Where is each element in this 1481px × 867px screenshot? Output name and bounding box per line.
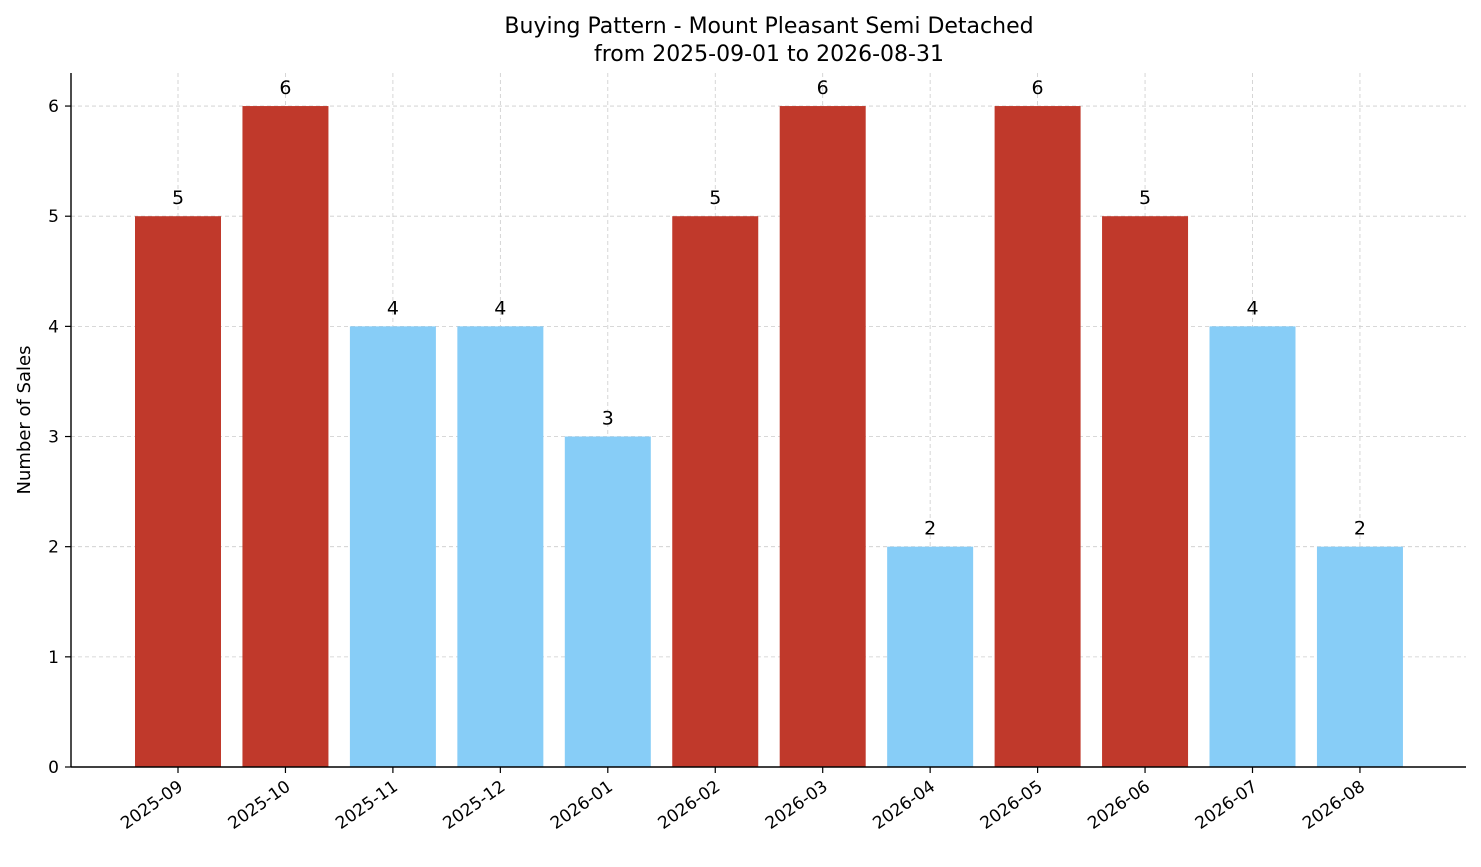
bar-value-label: 6 bbox=[1032, 77, 1044, 99]
x-tick-label: 2026-02 bbox=[654, 777, 724, 834]
x-tick-label: 2025-12 bbox=[440, 777, 510, 834]
bar-value-label: 2 bbox=[924, 518, 936, 540]
bar-2025-12 bbox=[457, 326, 544, 767]
bar-value-label: 4 bbox=[1246, 297, 1258, 319]
y-tick-label: 3 bbox=[48, 428, 59, 448]
x-tick-label: 2026-06 bbox=[1084, 777, 1154, 834]
bar-value-label: 5 bbox=[1139, 187, 1151, 209]
y-tick-label: 4 bbox=[48, 317, 59, 337]
x-tick-label: 2026-01 bbox=[547, 777, 617, 834]
x-tick-label: 2026-05 bbox=[977, 777, 1047, 834]
x-tick-label: 2026-03 bbox=[762, 777, 832, 834]
bar-value-label: 4 bbox=[387, 297, 399, 319]
x-tick-label: 2026-07 bbox=[1192, 777, 1262, 834]
chart-title: Buying Pattern - Mount Pleasant Semi Det… bbox=[504, 14, 1033, 39]
x-tick-label: 2025-11 bbox=[332, 777, 402, 834]
bar-2026-03 bbox=[779, 106, 866, 768]
bar-2025-10 bbox=[242, 106, 329, 768]
bar-value-label: 6 bbox=[279, 77, 291, 99]
y-tick-label: 2 bbox=[48, 538, 59, 558]
bar-2026-01 bbox=[564, 436, 651, 767]
bars bbox=[135, 106, 1403, 768]
bar-2026-02 bbox=[672, 216, 759, 767]
bar-2026-04 bbox=[887, 546, 974, 767]
bar-value-labels: 5 6 4 4 3 5 6 2 6 5 4 2 bbox=[172, 77, 1366, 540]
y-tick-label: 6 bbox=[48, 97, 59, 117]
bar-2026-05 bbox=[994, 106, 1081, 768]
y-tick-label: 1 bbox=[48, 648, 59, 668]
x-tick-label: 2026-08 bbox=[1299, 777, 1369, 834]
x-tick-label: 2025-09 bbox=[117, 777, 187, 834]
bar-value-label: 5 bbox=[709, 187, 721, 209]
bar-value-label: 2 bbox=[1354, 518, 1366, 540]
axes bbox=[70, 73, 1466, 768]
chart-subtitle: from 2025-09-01 to 2026-08-31 bbox=[594, 42, 944, 67]
y-axis-ticks: 0 1 2 3 4 5 6 bbox=[48, 97, 71, 778]
bar-value-label: 5 bbox=[172, 187, 184, 209]
bar-2025-09 bbox=[135, 216, 221, 767]
x-tick-label: 2025-10 bbox=[225, 777, 295, 834]
bar-2026-08 bbox=[1316, 546, 1403, 767]
y-tick-label: 5 bbox=[48, 207, 59, 227]
bar-2026-07 bbox=[1209, 326, 1296, 767]
x-axis-ticks: 2025-09 2025-10 2025-11 2025-12 2026-01 2026-… bbox=[117, 767, 1369, 834]
bar-value-label: 6 bbox=[817, 77, 829, 99]
y-axis-label: Number of Sales bbox=[14, 345, 35, 494]
bar-2025-11 bbox=[349, 326, 436, 767]
bar-value-label: 4 bbox=[494, 297, 506, 319]
x-tick-label: 2026-04 bbox=[869, 777, 939, 834]
bar-2026-06 bbox=[1102, 216, 1189, 767]
bar-value-label: 3 bbox=[602, 408, 614, 430]
y-tick-label: 0 bbox=[48, 758, 59, 778]
